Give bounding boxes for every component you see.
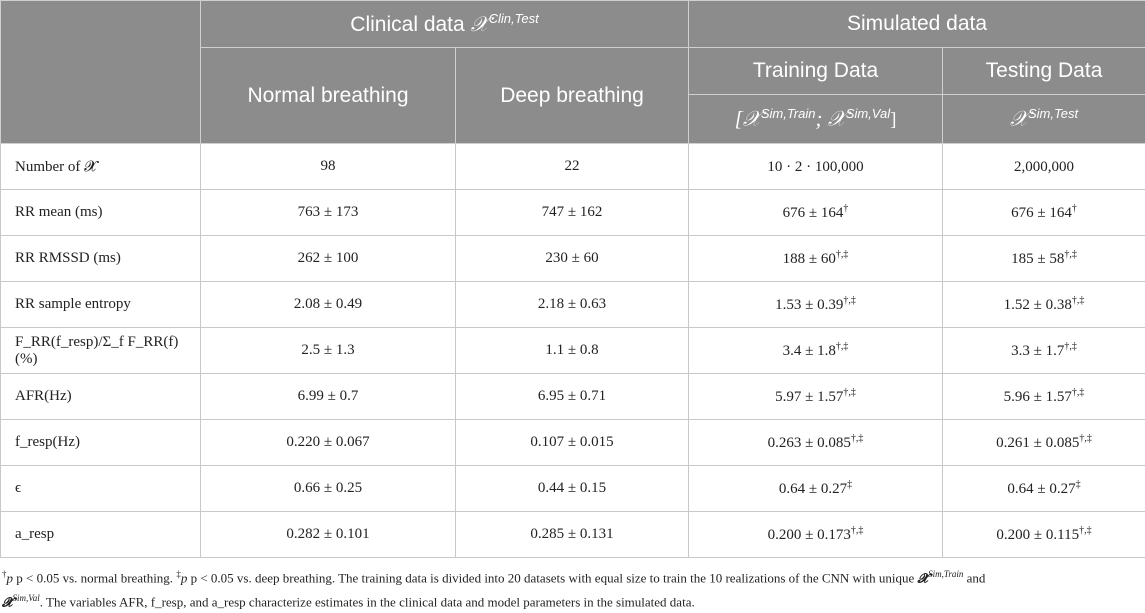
row-label: Number of 𝓧 [1,144,201,190]
normal-breathing-cell: 2.5 ± 1.3 [201,328,456,374]
normal-breathing-cell: 6.99 ± 0.7 [201,374,456,420]
row-label: RR sample entropy [1,282,201,328]
training-data-symbol: [𝒳Sim,Train; 𝒳Sim,Val] [689,95,943,144]
training-data-cell: 0.64 ± 0.27‡ [689,466,943,512]
training-data-cell: 0.263 ± 0.085†,‡ [689,420,943,466]
row-label: RR RMSSD (ms) [1,236,201,282]
normal-breathing-cell: 0.66 ± 0.25 [201,466,456,512]
deep-breathing-cell: 0.285 ± 0.131 [456,512,689,558]
testing-data-cell: 0.64 ± 0.27‡ [943,466,1145,512]
testing-data-cell: 1.52 ± 0.38†,‡ [943,282,1145,328]
testing-data-cell: 2,000,000 [943,144,1145,190]
row-label: F_RR(f_resp)/Σ_f F_RR(f)(%) [1,328,201,374]
testing-data-cell: 0.261 ± 0.085†,‡ [943,420,1145,466]
results-table: Clinical data 𝒳Clin,Test Simulated data … [0,0,1145,558]
training-data-cell: 5.97 ± 1.57†,‡ [689,374,943,420]
deep-breathing-cell: 6.95 ± 0.71 [456,374,689,420]
training-data-cell: 0.200 ± 0.173†,‡ [689,512,943,558]
testing-data-symbol: 𝒳Sim,Test [943,95,1145,144]
row-label: AFR(Hz) [1,374,201,420]
deep-breathing-header: Deep breathing [456,48,689,144]
row-label: f_resp(Hz) [1,420,201,466]
table-footnote: †p p < 0.05 vs. normal breathing. ‡p p <… [0,558,1145,613]
normal-breathing-cell: 98 [201,144,456,190]
normal-breathing-cell: 262 ± 100 [201,236,456,282]
deep-breathing-cell: 230 ± 60 [456,236,689,282]
normal-breathing-cell: 0.220 ± 0.067 [201,420,456,466]
normal-breathing-cell: 0.282 ± 0.101 [201,512,456,558]
testing-data-cell: 185 ± 58†,‡ [943,236,1145,282]
deep-breathing-cell: 747 ± 162 [456,190,689,236]
normal-breathing-cell: 763 ± 173 [201,190,456,236]
training-data-cell: 3.4 ± 1.8†,‡ [689,328,943,374]
training-data-header: Training Data [689,48,943,95]
row-label: ϵ [1,466,201,512]
normal-breathing-header: Normal breathing [201,48,456,144]
deep-breathing-cell: 22 [456,144,689,190]
row-label: a_resp [1,512,201,558]
testing-data-header: Testing Data [943,48,1145,95]
testing-data-cell: 3.3 ± 1.7†,‡ [943,328,1145,374]
deep-breathing-cell: 0.107 ± 0.015 [456,420,689,466]
training-data-cell: 10 · 2 · 100,000 [689,144,943,190]
training-data-cell: 1.53 ± 0.39†,‡ [689,282,943,328]
testing-data-cell: 0.200 ± 0.115†,‡ [943,512,1145,558]
testing-data-cell: 5.96 ± 1.57†,‡ [943,374,1145,420]
deep-breathing-cell: 1.1 ± 0.8 [456,328,689,374]
training-data-cell: 676 ± 164† [689,190,943,236]
training-data-cell: 188 ± 60†,‡ [689,236,943,282]
row-label: RR mean (ms) [1,190,201,236]
normal-breathing-cell: 2.08 ± 0.49 [201,282,456,328]
deep-breathing-cell: 2.18 ± 0.63 [456,282,689,328]
clinical-data-header: Clinical data 𝒳Clin,Test [201,1,689,48]
simulated-data-header: Simulated data [689,1,1145,48]
deep-breathing-cell: 0.44 ± 0.15 [456,466,689,512]
corner-header-cell [1,1,201,144]
testing-data-cell: 676 ± 164† [943,190,1145,236]
